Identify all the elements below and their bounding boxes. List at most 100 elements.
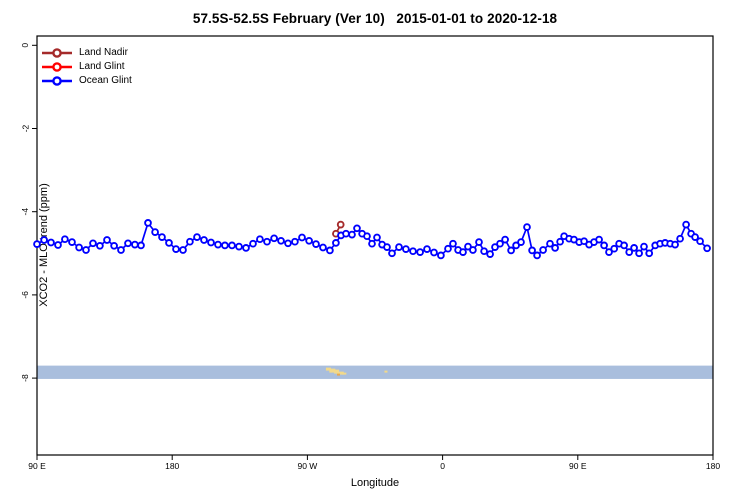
data-point-ocean-glint (600, 241, 608, 250)
data-point-ocean-glint (507, 246, 515, 255)
data-point-ocean-glint (131, 240, 139, 249)
legend-label: Ocean Glint (79, 75, 132, 86)
map-strip-land-mark (334, 369, 340, 374)
data-point-land-nadir (336, 220, 345, 229)
data-point-ocean-glint (151, 228, 159, 236)
data-point-ocean-glint (353, 224, 361, 233)
data-point-ocean-glint (305, 236, 313, 245)
data-point-ocean-glint (539, 246, 547, 254)
data-point-ocean-glint (47, 238, 55, 247)
data-point-ocean-glint (459, 248, 467, 256)
data-point-ocean-glint (235, 242, 243, 251)
data-point-ocean-glint (40, 236, 48, 244)
data-point-ocean-glint (368, 239, 376, 248)
data-point-ocean-glint (501, 235, 509, 244)
data-point-ocean-glint (284, 239, 292, 248)
data-point-ocean-glint (228, 241, 236, 250)
data-point-ocean-glint (610, 244, 619, 253)
data-point-ocean-glint (416, 248, 424, 256)
data-point-ocean-glint (486, 250, 494, 258)
legend-row-land-glint: Land Glint (41, 60, 132, 74)
x-tick-label: 180 (706, 461, 720, 471)
data-point-ocean-glint (580, 237, 588, 246)
data-point-ocean-glint (312, 240, 320, 248)
data-point-ocean-glint (137, 241, 145, 250)
data-point-ocean-glint (61, 235, 69, 244)
data-point-ocean-glint (703, 244, 711, 253)
chart-title: 57.5S-52.5S February (Ver 10) 2015-01-01… (192, 11, 558, 26)
data-point-ocean-glint (402, 245, 410, 253)
data-point-ocean-glint (546, 239, 554, 248)
y-tick-label: -6 (20, 291, 30, 299)
data-point-ocean-glint (291, 237, 299, 246)
map-strip-land-mark (336, 371, 344, 375)
data-point-ocean-glint (214, 240, 222, 249)
data-point-ocean-glint (533, 251, 541, 260)
data-point-ocean-glint (89, 239, 97, 248)
data-point-ocean-glint (270, 234, 278, 243)
data-point-ocean-glint (423, 245, 431, 253)
data-point-ocean-glint (696, 237, 704, 246)
data-point-ocean-glint (635, 249, 643, 258)
data-point-ocean-glint (595, 235, 603, 244)
data-point-ocean-glint (449, 239, 457, 248)
x-tick-label: 90 E (569, 461, 587, 471)
data-point-ocean-glint (676, 234, 684, 243)
legend-row-land-nadir: Land Nadir (41, 46, 132, 60)
map-strip-land-mark (329, 368, 336, 373)
data-point-ocean-glint (640, 242, 648, 251)
data-point-ocean-glint (528, 246, 536, 255)
x-axis-label: Longitude (350, 477, 400, 489)
data-point-ocean-glint (117, 246, 125, 254)
legend-marker-icon (42, 48, 72, 58)
data-point-ocean-glint (110, 241, 118, 250)
data-point-ocean-glint (200, 236, 208, 244)
data-point-ocean-glint (165, 239, 173, 247)
data-point-ocean-glint (179, 246, 187, 254)
legend-label: Land Glint (79, 61, 125, 72)
data-point-ocean-glint (551, 244, 559, 252)
data-point-ocean-glint (342, 229, 350, 238)
data-point-ocean-glint (256, 235, 264, 244)
data-point-ocean-glint (475, 238, 483, 246)
legend-row-ocean-glint: Ocean Glint (41, 74, 132, 88)
map-strip-land-mark (325, 367, 331, 371)
data-point-ocean-glint (207, 238, 215, 247)
data-point-ocean-glint (388, 249, 396, 258)
data-point-ocean-glint (430, 248, 438, 257)
y-tick-label: -2 (20, 124, 30, 132)
data-point-ocean-glint (620, 241, 628, 250)
y-tick-label: 0 (20, 43, 30, 48)
data-point-ocean-glint (172, 245, 180, 253)
data-point-ocean-glint (263, 237, 271, 246)
data-point-ocean-glint (242, 244, 250, 252)
data-point-ocean-glint (298, 233, 306, 242)
x-tick-label: 0 (440, 461, 445, 471)
data-point-ocean-glint (437, 251, 445, 260)
data-point-ocean-glint (193, 233, 201, 241)
data-point-ocean-glint (186, 237, 194, 246)
data-point-ocean-glint (691, 233, 699, 241)
data-point-ocean-glint (630, 244, 638, 252)
data-point-ocean-glint (605, 248, 613, 256)
data-point-ocean-glint (54, 241, 62, 249)
data-point-ocean-glint (332, 239, 340, 247)
x-tick-label: 90 E (28, 461, 46, 471)
data-point-ocean-glint (96, 241, 104, 250)
data-point-ocean-glint (469, 246, 477, 254)
data-point-ocean-glint (82, 246, 90, 254)
data-point-ocean-glint (373, 233, 381, 242)
data-point-ocean-glint (523, 223, 531, 231)
y-tick-label: -8 (20, 374, 30, 382)
data-point-ocean-glint (395, 243, 403, 251)
data-point-ocean-glint (645, 249, 654, 258)
data-point-ocean-glint (68, 238, 76, 246)
data-point-ocean-glint (409, 247, 417, 256)
x-tick-label: 90 W (297, 461, 317, 471)
legend-label: Land Nadir (79, 47, 128, 58)
map-strip-land-mark (384, 370, 388, 373)
data-point-ocean-glint (512, 241, 520, 250)
data-point-ocean-glint (124, 239, 132, 248)
